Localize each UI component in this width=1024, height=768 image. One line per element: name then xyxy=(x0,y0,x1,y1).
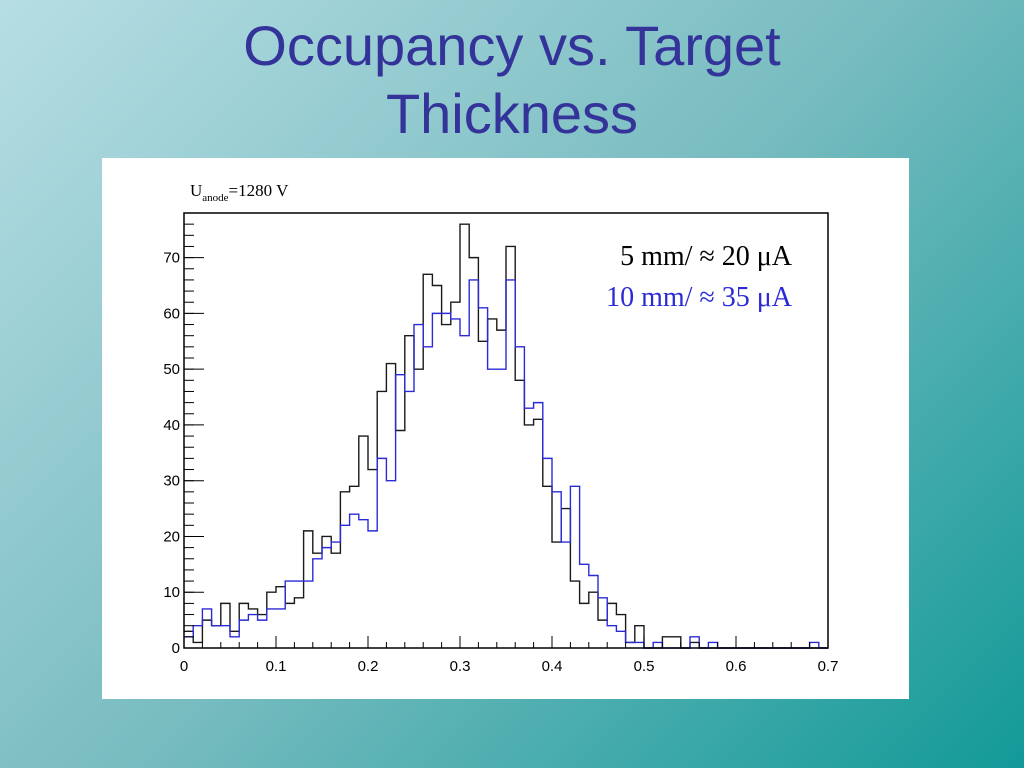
y-tick-label: 20 xyxy=(163,528,180,545)
slide-title-line-1: Occupancy vs. Target xyxy=(243,14,781,77)
y-tick-label: 40 xyxy=(163,417,180,434)
annotation-subscript: anode xyxy=(202,192,228,204)
y-tick-label: 30 xyxy=(163,473,180,490)
legend: 5 mm/ ≈ 20 μA 10 mm/ ≈ 35 μA xyxy=(606,241,793,313)
slide-title-line-2: Thickness xyxy=(385,82,639,145)
y-tick-label: 60 xyxy=(163,305,180,322)
x-tick-label: 0.1 xyxy=(266,658,287,675)
y-tick-label: 50 xyxy=(163,361,180,378)
x-tick-label: 0.6 xyxy=(726,658,747,675)
legend-entry-2: 10 mm/ ≈ 35 μA xyxy=(606,282,793,313)
slide-title: Occupancy vs. Target Thickness xyxy=(0,12,1024,148)
y-tick-label: 0 xyxy=(172,640,180,657)
plot-frame xyxy=(183,212,829,649)
x-tick-label: 0.4 xyxy=(542,658,563,675)
x-tick-label: 0 xyxy=(180,658,188,675)
anode-voltage-annotation: Uanode=1280 V xyxy=(190,181,289,204)
y-tick-label: 10 xyxy=(163,584,180,601)
plot-panel: Uanode=1280 V 0 0.1 0.2 0.3 0.4 0.5 0.6 0.7 0 10 2… xyxy=(102,158,909,699)
x-tick-label: 0.3 xyxy=(450,658,471,675)
x-tick-label: 0.2 xyxy=(358,658,379,675)
legend-entry-1: 5 mm/ ≈ 20 μA xyxy=(620,241,793,272)
histogram-chart: Uanode=1280 V 0 0.1 0.2 0.3 0.4 0.5 0.6 0.7 0 10 2… xyxy=(163,181,839,675)
series-1-histogram xyxy=(184,223,828,649)
series-2-histogram xyxy=(184,279,828,649)
x-tick-label: 0.5 xyxy=(634,658,655,675)
annotation-value: =1280 V xyxy=(229,181,290,200)
series-layer xyxy=(184,223,828,649)
x-tick-label: 0.7 xyxy=(818,658,839,675)
y-tick-label: 70 xyxy=(163,250,180,267)
annotation-symbol: U xyxy=(190,181,202,200)
tick-layer: 0 0.1 0.2 0.3 0.4 0.5 0.6 0.7 0 10 20 30 40 50 60 70 xyxy=(163,212,839,675)
